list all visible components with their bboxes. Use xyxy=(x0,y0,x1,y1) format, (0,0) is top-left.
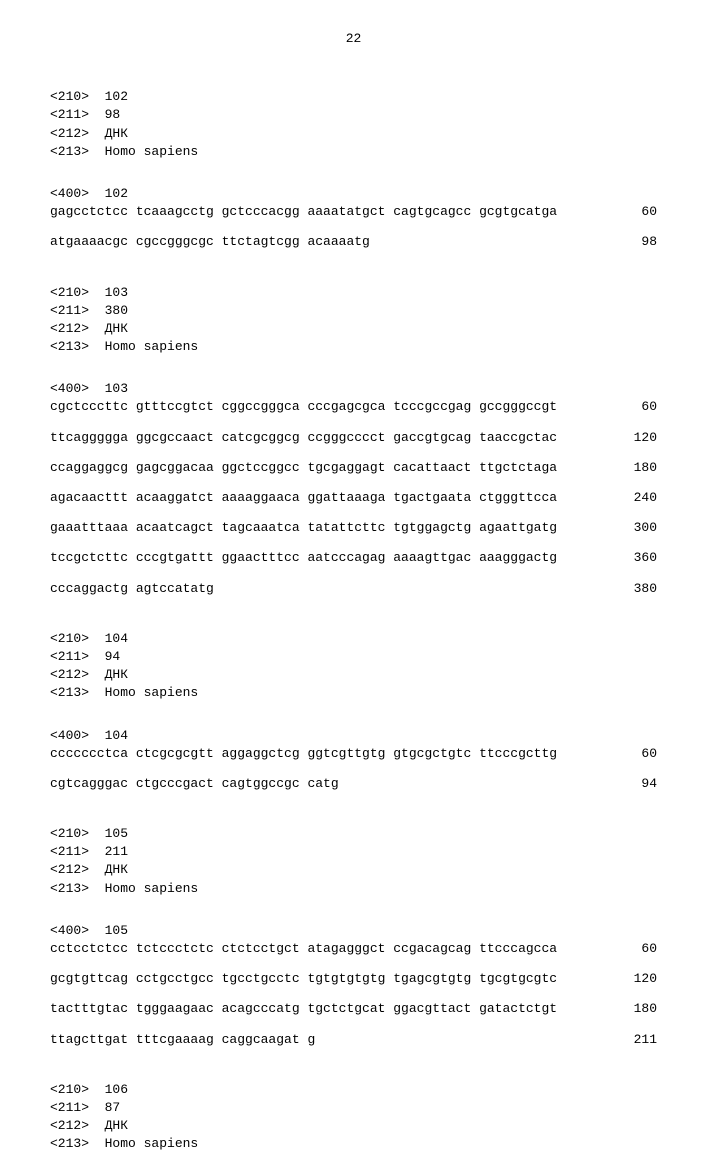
sequence-position: 60 xyxy=(617,203,657,221)
sequence-text: ttagcttgat tttcgaaaag caggcaagat g xyxy=(50,1031,315,1049)
header-line: <210> 106 xyxy=(50,1081,657,1099)
header-line: <212> ДНК xyxy=(50,320,657,338)
sequence-listing: <210> 102<211> 98<212> ДНК<213> Homo sap… xyxy=(50,88,657,1153)
sequence-row: tccgctcttc cccgtgattt ggaactttcc aatccca… xyxy=(50,549,657,567)
sequence-position: 120 xyxy=(617,429,657,447)
entry-header-block: <210> 102<211> 98<212> ДНК<213> Homo sap… xyxy=(50,88,657,161)
header-line: <212> ДНК xyxy=(50,666,657,684)
sequence-text: agacaacttt acaaggatct aaaaggaaca ggattaa… xyxy=(50,489,557,507)
sequence-row: cccaggactg agtccatatg 380 xyxy=(50,580,657,598)
sequence-text: gcgtgttcag cctgcctgcc tgcctgcctc tgtgtgt… xyxy=(50,970,557,988)
sequence-text: cgtcagggac ctgcccgact cagtggccgc catg xyxy=(50,775,339,793)
sequence-text: ttcaggggga ggcgccaact catcgcggcg ccgggcc… xyxy=(50,429,557,447)
sequence-position: 360 xyxy=(617,549,657,567)
page-number: 22 xyxy=(50,30,657,48)
sequence-row: agacaacttt acaaggatct aaaaggaaca ggattaa… xyxy=(50,489,657,507)
sequence-position: 98 xyxy=(617,233,657,251)
header-line: <210> 103 xyxy=(50,284,657,302)
sequence-row: atgaaaacgc cgccgggcgc ttctagtcgg acaaaat… xyxy=(50,233,657,251)
header-line: <210> 102 xyxy=(50,88,657,106)
sequence-row: tactttgtac tgggaagaac acagcccatg tgctctg… xyxy=(50,1000,657,1018)
header-line: <210> 105 xyxy=(50,825,657,843)
header-line: <212> ДНК xyxy=(50,1117,657,1135)
sequence-row: cgtcagggac ctgcccgact cagtggccgc catg 94 xyxy=(50,775,657,793)
sequence-text: cccaggactg agtccatatg xyxy=(50,580,214,598)
header-line: <213> Homo sapiens xyxy=(50,684,657,702)
sequence-text: tactttgtac tgggaagaac acagcccatg tgctctg… xyxy=(50,1000,557,1018)
sequence-text: cgctcccttc gtttccgtct cggccgggca cccgagc… xyxy=(50,398,557,416)
sequence-row: gaaatttaaa acaatcagct tagcaaatca tatattc… xyxy=(50,519,657,537)
sequence-row: ccccccctca ctcgcgcgtt aggaggctcg ggtcgtt… xyxy=(50,745,657,763)
sequence-text: atgaaaacgc cgccgggcgc ttctagtcgg acaaaat… xyxy=(50,233,370,251)
sequence-row: ttcaggggga ggcgccaact catcgcggcg ccgggcc… xyxy=(50,429,657,447)
header-line: <213> Homo sapiens xyxy=(50,880,657,898)
sequence-position: 60 xyxy=(617,398,657,416)
header-line: <211> 87 xyxy=(50,1099,657,1117)
sequence-position: 211 xyxy=(617,1031,657,1049)
sequence-text: cctcctctcc tctccctctc ctctcctgct atagagg… xyxy=(50,940,557,958)
sequence-row: cctcctctcc tctccctctc ctctcctgct atagagg… xyxy=(50,940,657,958)
sequence-tag: <400> 104 xyxy=(50,727,657,745)
header-line: <211> 211 xyxy=(50,843,657,861)
entry-header-block: <210> 103<211> 380<212> ДНК<213> Homo sa… xyxy=(50,284,657,357)
header-line: <211> 94 xyxy=(50,648,657,666)
sequence-position: 180 xyxy=(617,1000,657,1018)
sequence-position: 60 xyxy=(617,940,657,958)
header-line: <213> Homo sapiens xyxy=(50,338,657,356)
sequence-position: 240 xyxy=(617,489,657,507)
sequence-position: 120 xyxy=(617,970,657,988)
sequence-text: gagcctctcc tcaaagcctg gctcccacgg aaaatat… xyxy=(50,203,557,221)
sequence-tag: <400> 103 xyxy=(50,380,657,398)
sequence-position: 180 xyxy=(617,459,657,477)
sequence-row: cgctcccttc gtttccgtct cggccgggca cccgagc… xyxy=(50,398,657,416)
sequence-position: 60 xyxy=(617,745,657,763)
sequence-position: 380 xyxy=(617,580,657,598)
header-line: <213> Homo sapiens xyxy=(50,1135,657,1153)
sequence-position: 94 xyxy=(617,775,657,793)
page-container: 22 <210> 102<211> 98<212> ДНК<213> Homo … xyxy=(0,0,707,1000)
sequence-text: gaaatttaaa acaatcagct tagcaaatca tatattc… xyxy=(50,519,557,537)
sequence-text: ccaggaggcg gagcggacaa ggctccggcc tgcgagg… xyxy=(50,459,557,477)
sequence-row: gagcctctcc tcaaagcctg gctcccacgg aaaatat… xyxy=(50,203,657,221)
header-line: <211> 380 xyxy=(50,302,657,320)
sequence-row: gcgtgttcag cctgcctgcc tgcctgcctc tgtgtgt… xyxy=(50,970,657,988)
sequence-tag: <400> 102 xyxy=(50,185,657,203)
sequence-tag: <400> 105 xyxy=(50,922,657,940)
entry-header-block: <210> 106<211> 87<212> ДНК<213> Homo sap… xyxy=(50,1081,657,1154)
sequence-row: ccaggaggcg gagcggacaa ggctccggcc tgcgagg… xyxy=(50,459,657,477)
sequence-position: 300 xyxy=(617,519,657,537)
header-line: <213> Homo sapiens xyxy=(50,143,657,161)
entry-header-block: <210> 104<211> 94<212> ДНК<213> Homo sap… xyxy=(50,630,657,703)
header-line: <212> ДНК xyxy=(50,125,657,143)
sequence-text: tccgctcttc cccgtgattt ggaactttcc aatccca… xyxy=(50,549,557,567)
entry-header-block: <210> 105<211> 211<212> ДНК<213> Homo sa… xyxy=(50,825,657,898)
sequence-row: ttagcttgat tttcgaaaag caggcaagat g 211 xyxy=(50,1031,657,1049)
header-line: <211> 98 xyxy=(50,106,657,124)
header-line: <212> ДНК xyxy=(50,861,657,879)
sequence-text: ccccccctca ctcgcgcgtt aggaggctcg ggtcgtt… xyxy=(50,745,557,763)
header-line: <210> 104 xyxy=(50,630,657,648)
